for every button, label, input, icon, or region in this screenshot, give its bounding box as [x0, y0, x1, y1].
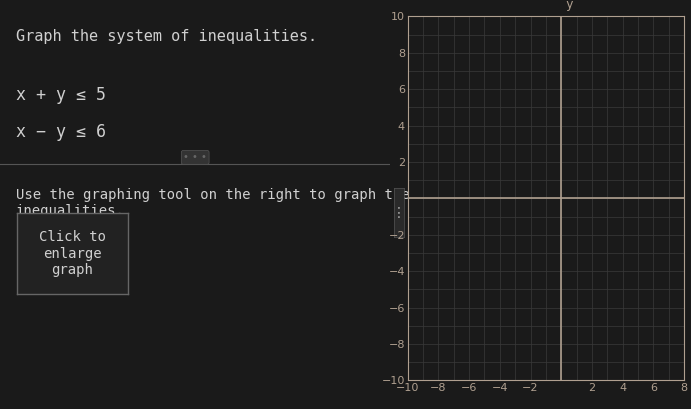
Text: ⋮: ⋮ — [392, 206, 406, 220]
Text: • • •: • • • — [183, 153, 207, 162]
Text: x + y ≤ 5: x + y ≤ 5 — [16, 86, 106, 104]
Text: Use the graphing tool on the right to graph the system of
inequalities.: Use the graphing tool on the right to gr… — [16, 188, 493, 218]
Text: x − y ≤ 6: x − y ≤ 6 — [16, 123, 106, 141]
Text: y: y — [566, 0, 574, 11]
Text: Click to
enlarge
graph: Click to enlarge graph — [39, 230, 106, 277]
Text: Graph the system of inequalities.: Graph the system of inequalities. — [16, 29, 316, 44]
